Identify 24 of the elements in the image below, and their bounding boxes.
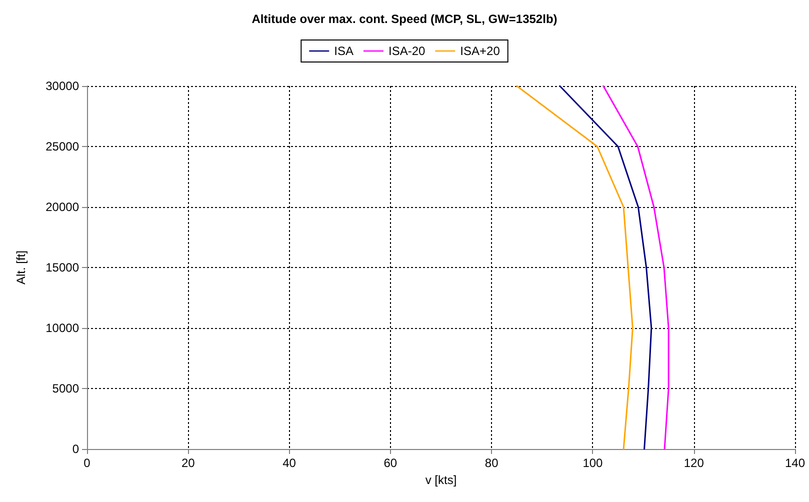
y-tick-label: 5000 <box>52 382 80 396</box>
y-tick-label: 10000 <box>46 321 80 335</box>
y-tick-label: 20000 <box>46 200 80 214</box>
x-tick-label: 0 <box>84 456 91 470</box>
y-tick-label: 15000 <box>46 260 80 274</box>
x-tick-label: 120 <box>684 456 704 470</box>
line-series <box>559 85 652 450</box>
y-tick-label: 30000 <box>46 79 80 93</box>
x-tick-label: 20 <box>181 456 196 470</box>
x-tick-label: 40 <box>282 456 296 470</box>
line-series <box>602 85 670 450</box>
legend-label: ISA <box>334 44 354 58</box>
y-tick-label: 25000 <box>46 140 80 154</box>
y-axis-title: Alt. [ft] <box>14 250 28 285</box>
legend-label: ISA-20 <box>388 44 426 58</box>
x-axis-title: v [kts] <box>425 472 457 487</box>
x-tick-label: 100 <box>582 456 604 470</box>
line-series <box>516 85 634 450</box>
x-tick-label: 60 <box>384 456 398 470</box>
y-tick-label: 0 <box>72 442 80 456</box>
chart-title: Altitude over max. cont. Speed (MCP, SL, GW=1352lb) <box>252 12 558 26</box>
legend-label: ISA+20 <box>460 44 500 58</box>
x-tick-label: 80 <box>484 456 499 470</box>
x-tick-label: 140 <box>784 456 806 470</box>
